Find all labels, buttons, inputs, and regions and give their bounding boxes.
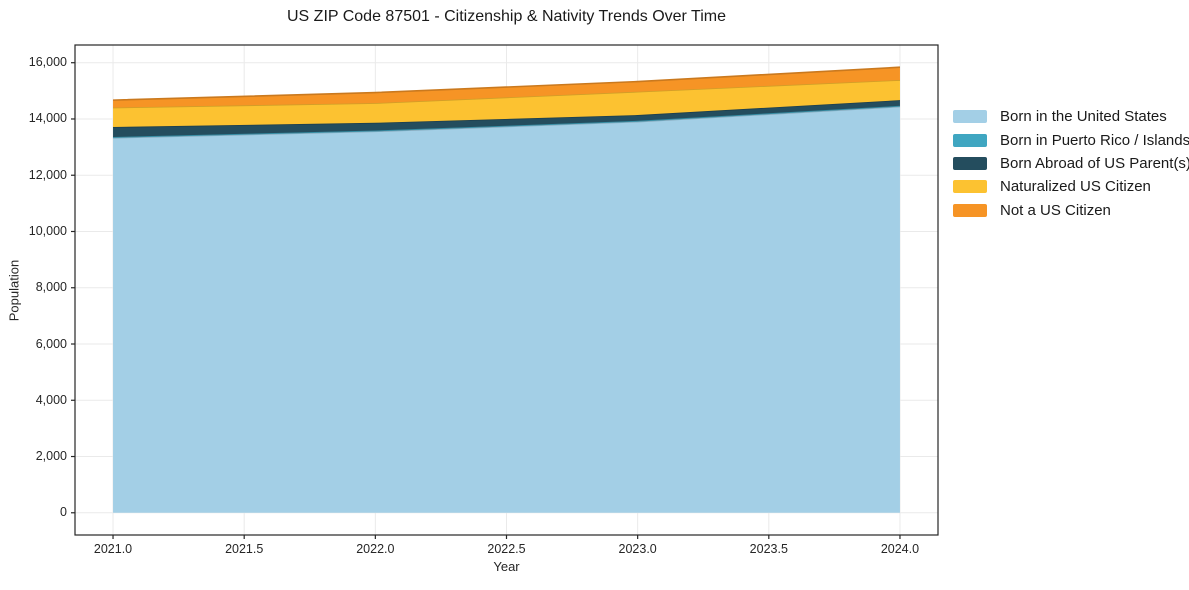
area-top-edge-not-a-us-citizen — [113, 66, 901, 101]
x-tick-label: 2022.5 — [487, 542, 526, 556]
x-tick-label: 2024.0 — [880, 542, 920, 556]
legend-item-born-in-puerto-rico-islands: Born in Puerto Rico / Islands — [953, 128, 1189, 151]
chart-title: US ZIP Code 87501 - Citizenship & Nativi… — [287, 8, 726, 25]
legend-label: Born Abroad of US Parent(s) — [1000, 154, 1189, 172]
legend-item-born-in-the-united-states: Born in the United States — [953, 105, 1189, 128]
legend-swatch-icon — [953, 156, 987, 170]
y-axis-label: Population — [6, 259, 22, 322]
x-tick-label: 2023.0 — [618, 542, 657, 556]
x-tick-label: 2022.0 — [356, 542, 395, 556]
y-tick-label: 4,000 — [35, 392, 67, 407]
legend-swatch-icon — [953, 180, 987, 194]
legend-label: Not a US Citizen — [1000, 201, 1111, 219]
area-born-in-the-united-states — [113, 106, 900, 513]
y-tick-label: 0 — [60, 505, 67, 520]
area-naturalized-us-citizen — [113, 80, 900, 127]
y-tick-label: 16,000 — [28, 55, 67, 70]
x-tick-label: 2023.5 — [749, 542, 788, 556]
x-tick-label: 2021.0 — [93, 542, 133, 556]
x-axis-label: Year — [493, 559, 520, 574]
legend-label: Born in the United States — [1000, 108, 1167, 126]
y-tick-label: 8,000 — [35, 280, 67, 295]
y-tick-label: 10,000 — [28, 223, 67, 238]
legend-label: Born in Puerto Rico / Islands — [1000, 131, 1189, 149]
legend-item-not-a-us-citizen: Not a US Citizen — [953, 199, 1189, 222]
y-tick-label: 12,000 — [28, 167, 67, 182]
legend-item-naturalized-us-citizen: Naturalized US Citizen — [953, 175, 1189, 198]
y-tick-label: 14,000 — [28, 111, 67, 126]
y-tick-label: 6,000 — [35, 336, 67, 351]
y-tick-label: 2,000 — [35, 449, 67, 464]
legend-swatch-icon — [953, 110, 987, 124]
x-tick-label: 2021.5 — [225, 542, 264, 556]
legend-swatch-icon — [953, 203, 987, 217]
legend-label: Naturalized US Citizen — [1000, 178, 1151, 196]
area-born-abroad-of-us-parent-s — [113, 100, 900, 137]
legend-swatch-icon — [953, 133, 987, 147]
legend-item-born-abroad-of-us-parent-s: Born Abroad of US Parent(s) — [953, 152, 1189, 175]
legend: Born in the United States Born in Puerto … — [953, 105, 1189, 222]
